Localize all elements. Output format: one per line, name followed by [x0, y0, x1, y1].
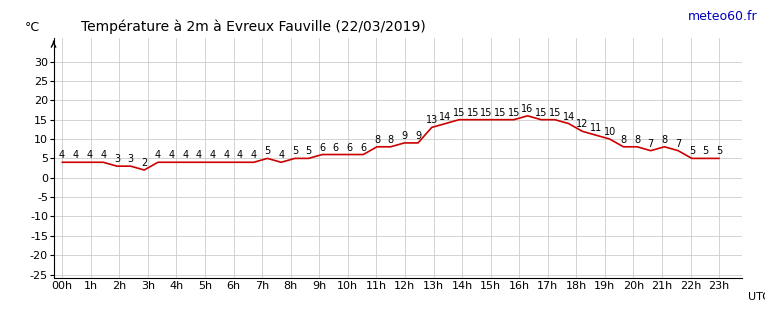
Text: 12: 12: [576, 119, 588, 129]
Text: 15: 15: [549, 108, 561, 118]
Text: 4: 4: [278, 150, 285, 160]
Text: 5: 5: [702, 147, 708, 156]
Text: 15: 15: [467, 108, 479, 118]
Text: 14: 14: [439, 112, 451, 122]
Text: 4: 4: [223, 150, 230, 160]
Text: 16: 16: [522, 104, 534, 114]
Text: 4: 4: [168, 150, 174, 160]
Text: 4: 4: [196, 150, 202, 160]
Text: 5: 5: [716, 147, 722, 156]
Text: 8: 8: [634, 135, 640, 145]
Text: 5: 5: [265, 147, 271, 156]
Text: 7: 7: [675, 139, 682, 149]
Text: 9: 9: [415, 131, 421, 141]
Text: 8: 8: [662, 135, 668, 145]
Text: 8: 8: [620, 135, 627, 145]
Text: 8: 8: [388, 135, 394, 145]
Text: °C: °C: [24, 20, 40, 34]
Text: 4: 4: [155, 150, 161, 160]
Text: 4: 4: [210, 150, 216, 160]
Text: 5: 5: [688, 147, 695, 156]
Text: 4: 4: [86, 150, 93, 160]
Text: 5: 5: [305, 147, 311, 156]
Text: 4: 4: [237, 150, 243, 160]
Text: 15: 15: [508, 108, 520, 118]
Text: meteo60.fr: meteo60.fr: [688, 10, 757, 23]
Text: 13: 13: [425, 116, 438, 125]
Text: 15: 15: [535, 108, 548, 118]
Text: Température à 2m à Evreux Fauville (22/03/2019): Température à 2m à Evreux Fauville (22/0…: [81, 19, 426, 34]
Text: 7: 7: [648, 139, 654, 149]
Text: 6: 6: [360, 143, 366, 153]
Text: 3: 3: [114, 154, 120, 164]
Text: 4: 4: [100, 150, 106, 160]
Text: 6: 6: [333, 143, 339, 153]
Text: 15: 15: [494, 108, 506, 118]
Text: 4: 4: [251, 150, 257, 160]
Text: 6: 6: [347, 143, 353, 153]
Text: 9: 9: [402, 131, 408, 141]
Text: 15: 15: [480, 108, 493, 118]
Text: UTC: UTC: [747, 292, 765, 302]
Text: 2: 2: [141, 158, 148, 168]
Text: 15: 15: [453, 108, 465, 118]
Text: 6: 6: [319, 143, 325, 153]
Text: 8: 8: [374, 135, 380, 145]
Text: 5: 5: [291, 147, 298, 156]
Text: 4: 4: [182, 150, 188, 160]
Text: 4: 4: [59, 150, 65, 160]
Text: 4: 4: [73, 150, 79, 160]
Text: 11: 11: [590, 123, 602, 133]
Text: 14: 14: [562, 112, 575, 122]
Text: 3: 3: [128, 154, 134, 164]
Text: 10: 10: [604, 127, 616, 137]
